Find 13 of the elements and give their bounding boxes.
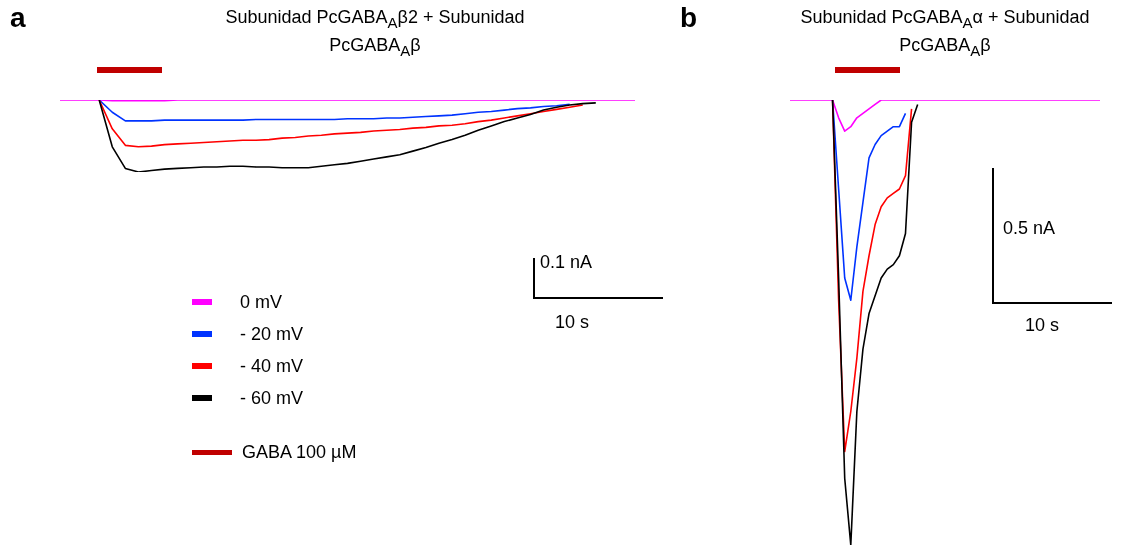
- text: 0.1 nA: [540, 252, 593, 273]
- chart-title: Subunidad PcGABA$_{A}$β2 + Subunidad PcGABA$_{A}$β: [224, 6, 526, 61]
- legend-label: - 40 mV: [240, 355, 304, 377]
- text: GABA 100 µM: [242, 441, 357, 463]
- annotation: 0.5 nA: [1003, 218, 1056, 239]
- legend-label: 0 mV: [240, 291, 283, 313]
- legend-label: - 20 mV: [240, 323, 304, 345]
- annotation: 10 s: [1025, 315, 1060, 336]
- text: b: [680, 2, 698, 34]
- text: 10 s: [555, 312, 590, 333]
- legend-label: - 60 mV: [240, 387, 304, 409]
- chart-title: Subunidad PcGABA$_{A}$α + Subunidad PcGABA$_{A}$β: [799, 6, 1091, 61]
- text: a: [10, 2, 26, 34]
